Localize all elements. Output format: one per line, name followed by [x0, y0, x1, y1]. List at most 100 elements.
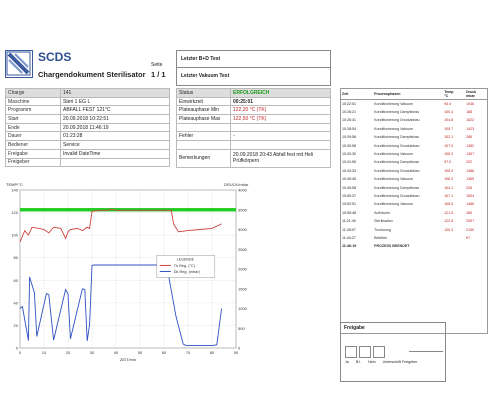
- y-tick-left: 0: [16, 346, 19, 351]
- release-yes-checkbox[interactable]: [345, 346, 357, 358]
- status-key: Fehler: [176, 131, 231, 142]
- log-temp: 121.5: [444, 210, 454, 215]
- log-time: 10:29:56: [342, 135, 356, 140]
- release-no-checkbox[interactable]: [373, 346, 385, 358]
- status-key: Einwirkzeit: [176, 96, 231, 107]
- log-time: 10:26:41: [342, 118, 356, 123]
- log-row: 11:46:19 PROZESS BEENDET: [341, 242, 487, 250]
- legend-entry: Tk Reg. (°C): [174, 264, 196, 268]
- status-key: [176, 140, 231, 150]
- x-tick: 50: [138, 350, 143, 355]
- document-title: Chargendokument Sterilisator: [38, 70, 146, 79]
- log-row: 10:41:55 Konditionierung Dampfstoss 97.0 20…: [341, 158, 487, 166]
- log-temp: [443, 242, 465, 250]
- info-key: Programm: [5, 105, 61, 116]
- log-phase: Konditionierung Vakuum: [374, 177, 413, 182]
- log-phase: Konditionierung Vakuum: [374, 152, 413, 157]
- log-time: 10:43:33: [342, 168, 356, 173]
- status-value: 122,20 °C (TK): [230, 105, 331, 116]
- x-tick: 30: [90, 350, 95, 355]
- log-phase: Konditionierung Vakuum: [374, 202, 413, 207]
- page-label: Seite: [151, 62, 163, 68]
- status-row: [176, 122, 331, 133]
- log-pressure: 1423: [466, 126, 475, 131]
- status-value: [230, 122, 331, 133]
- info-value: 20.09.2018 11:46:19: [60, 122, 170, 133]
- log-row: 10:43:33 Konditionierung Druckabbau 105.4 1…: [341, 167, 487, 175]
- x-tick: 90: [234, 350, 239, 355]
- log-pressure: [465, 242, 487, 250]
- y-axis-label-left: TEMP/°C: [6, 182, 23, 187]
- log-pressure: 2100: [466, 227, 475, 232]
- log-pressure: 1369: [466, 177, 475, 182]
- log-time: 10:22:51: [342, 101, 356, 106]
- info-row: Maschine Steri 1 EG L: [5, 96, 170, 107]
- y-tick-left: 80: [14, 255, 19, 260]
- y-tick-right: 2000: [238, 267, 248, 272]
- log-time: 11:44:27: [342, 235, 356, 240]
- y-tick-left: 100: [11, 233, 18, 238]
- log-row: 11:28:07 Trocknung 120.3 2100: [341, 225, 487, 233]
- log-temp: 107.1: [444, 193, 454, 198]
- info-value: 01:23:28: [60, 131, 170, 142]
- info-key: Charge: [5, 88, 61, 98]
- log-pressure: 1486: [466, 168, 475, 173]
- series-line-0: [19, 208, 222, 243]
- log-phase: Trocknung: [374, 227, 391, 232]
- log-pressure: 286: [466, 135, 473, 140]
- log-temp: 106.5: [444, 202, 454, 207]
- log-temp: [443, 234, 465, 242]
- status-key: Plateauphase Min: [176, 105, 231, 116]
- status-value: [230, 140, 331, 150]
- x-tick: 40: [114, 350, 119, 355]
- log-temp: 106.3: [444, 177, 454, 182]
- log-temp: 107.5: [444, 143, 454, 148]
- log-row: 10:49:58 Konditionierung Dampfstoss 104.1 2…: [341, 183, 487, 191]
- info-value: 20.09.2018 10:22:51: [60, 114, 170, 124]
- info-key: Freigabe: [5, 148, 61, 159]
- log-temp: 94.4: [444, 101, 452, 106]
- log-time: 10:49:58: [342, 185, 356, 190]
- signature-line[interactable]: [409, 351, 443, 352]
- log-row: 10:52:51 Konditionierung Vakuum 106.5 1486: [341, 200, 487, 208]
- info-row: Programm ABFALL FEST 121°C: [5, 105, 170, 116]
- log-row: 10:26:21 Konditionierung Dampfstoss 100.4 1…: [341, 108, 487, 116]
- x-axis-label: ZEIT/min: [120, 357, 136, 362]
- status-key: Bemerkungen: [176, 148, 231, 168]
- log-temp: 105.4: [444, 168, 454, 173]
- status-row: Einwirkzeit 00:25:01: [176, 96, 331, 107]
- x-tick: 70: [186, 350, 191, 355]
- log-time: 10:45:45: [342, 177, 356, 182]
- info-value: Steri 1 EG L: [60, 96, 170, 107]
- log-time: 10:55:48: [342, 210, 356, 215]
- legend-entry: Dk Reg. (mbar): [174, 270, 201, 274]
- info-row: Charge 141: [5, 88, 170, 98]
- log-pressure: 1504: [466, 193, 475, 198]
- x-tick: 60: [162, 350, 167, 355]
- log-pressure: 1046: [466, 101, 475, 106]
- x-tick: 0: [19, 350, 22, 355]
- release-bi-checkbox[interactable]: [359, 346, 371, 358]
- legend-title: LEGENDE: [177, 257, 195, 261]
- y-tick-right: 3500: [238, 207, 248, 212]
- y-tick-left: 60: [14, 278, 19, 283]
- log-time: 10:52:51: [342, 202, 356, 207]
- log-phase: Konditionierung Druckabbau: [374, 193, 420, 198]
- status-value: 20.09.2018 20:43 Abfall fest mit Heli Pr…: [230, 148, 331, 168]
- log-row: 10:50:37 Konditionierung Druckabbau 107.1 1…: [341, 192, 487, 200]
- log-pressure: 2097: [466, 219, 475, 224]
- log-row: 10:33:30 Konditionierung Vakuum 106.3 1357: [341, 150, 487, 158]
- y-tick-right: 0: [238, 346, 241, 351]
- log-temp: 102.1: [444, 135, 454, 140]
- release-title: Freigabe: [344, 325, 365, 331]
- log-temp: 105.7: [444, 126, 454, 131]
- log-phase: Konditionierung Dampfstoss: [374, 135, 420, 140]
- status-value: 122,50 °C (TK): [230, 114, 331, 124]
- log-row: 10:22:51 Konditionierung Vakuum 94.4 1046: [341, 100, 487, 108]
- log-pressure: 1486: [466, 202, 475, 207]
- col-druck: Druck mbar: [465, 89, 487, 100]
- log-time: 10:50:37: [342, 193, 356, 198]
- col-phase: Prozessphasen: [373, 89, 444, 100]
- y-tick-right: 3000: [238, 227, 248, 232]
- y-tick-right: 4000: [238, 188, 248, 193]
